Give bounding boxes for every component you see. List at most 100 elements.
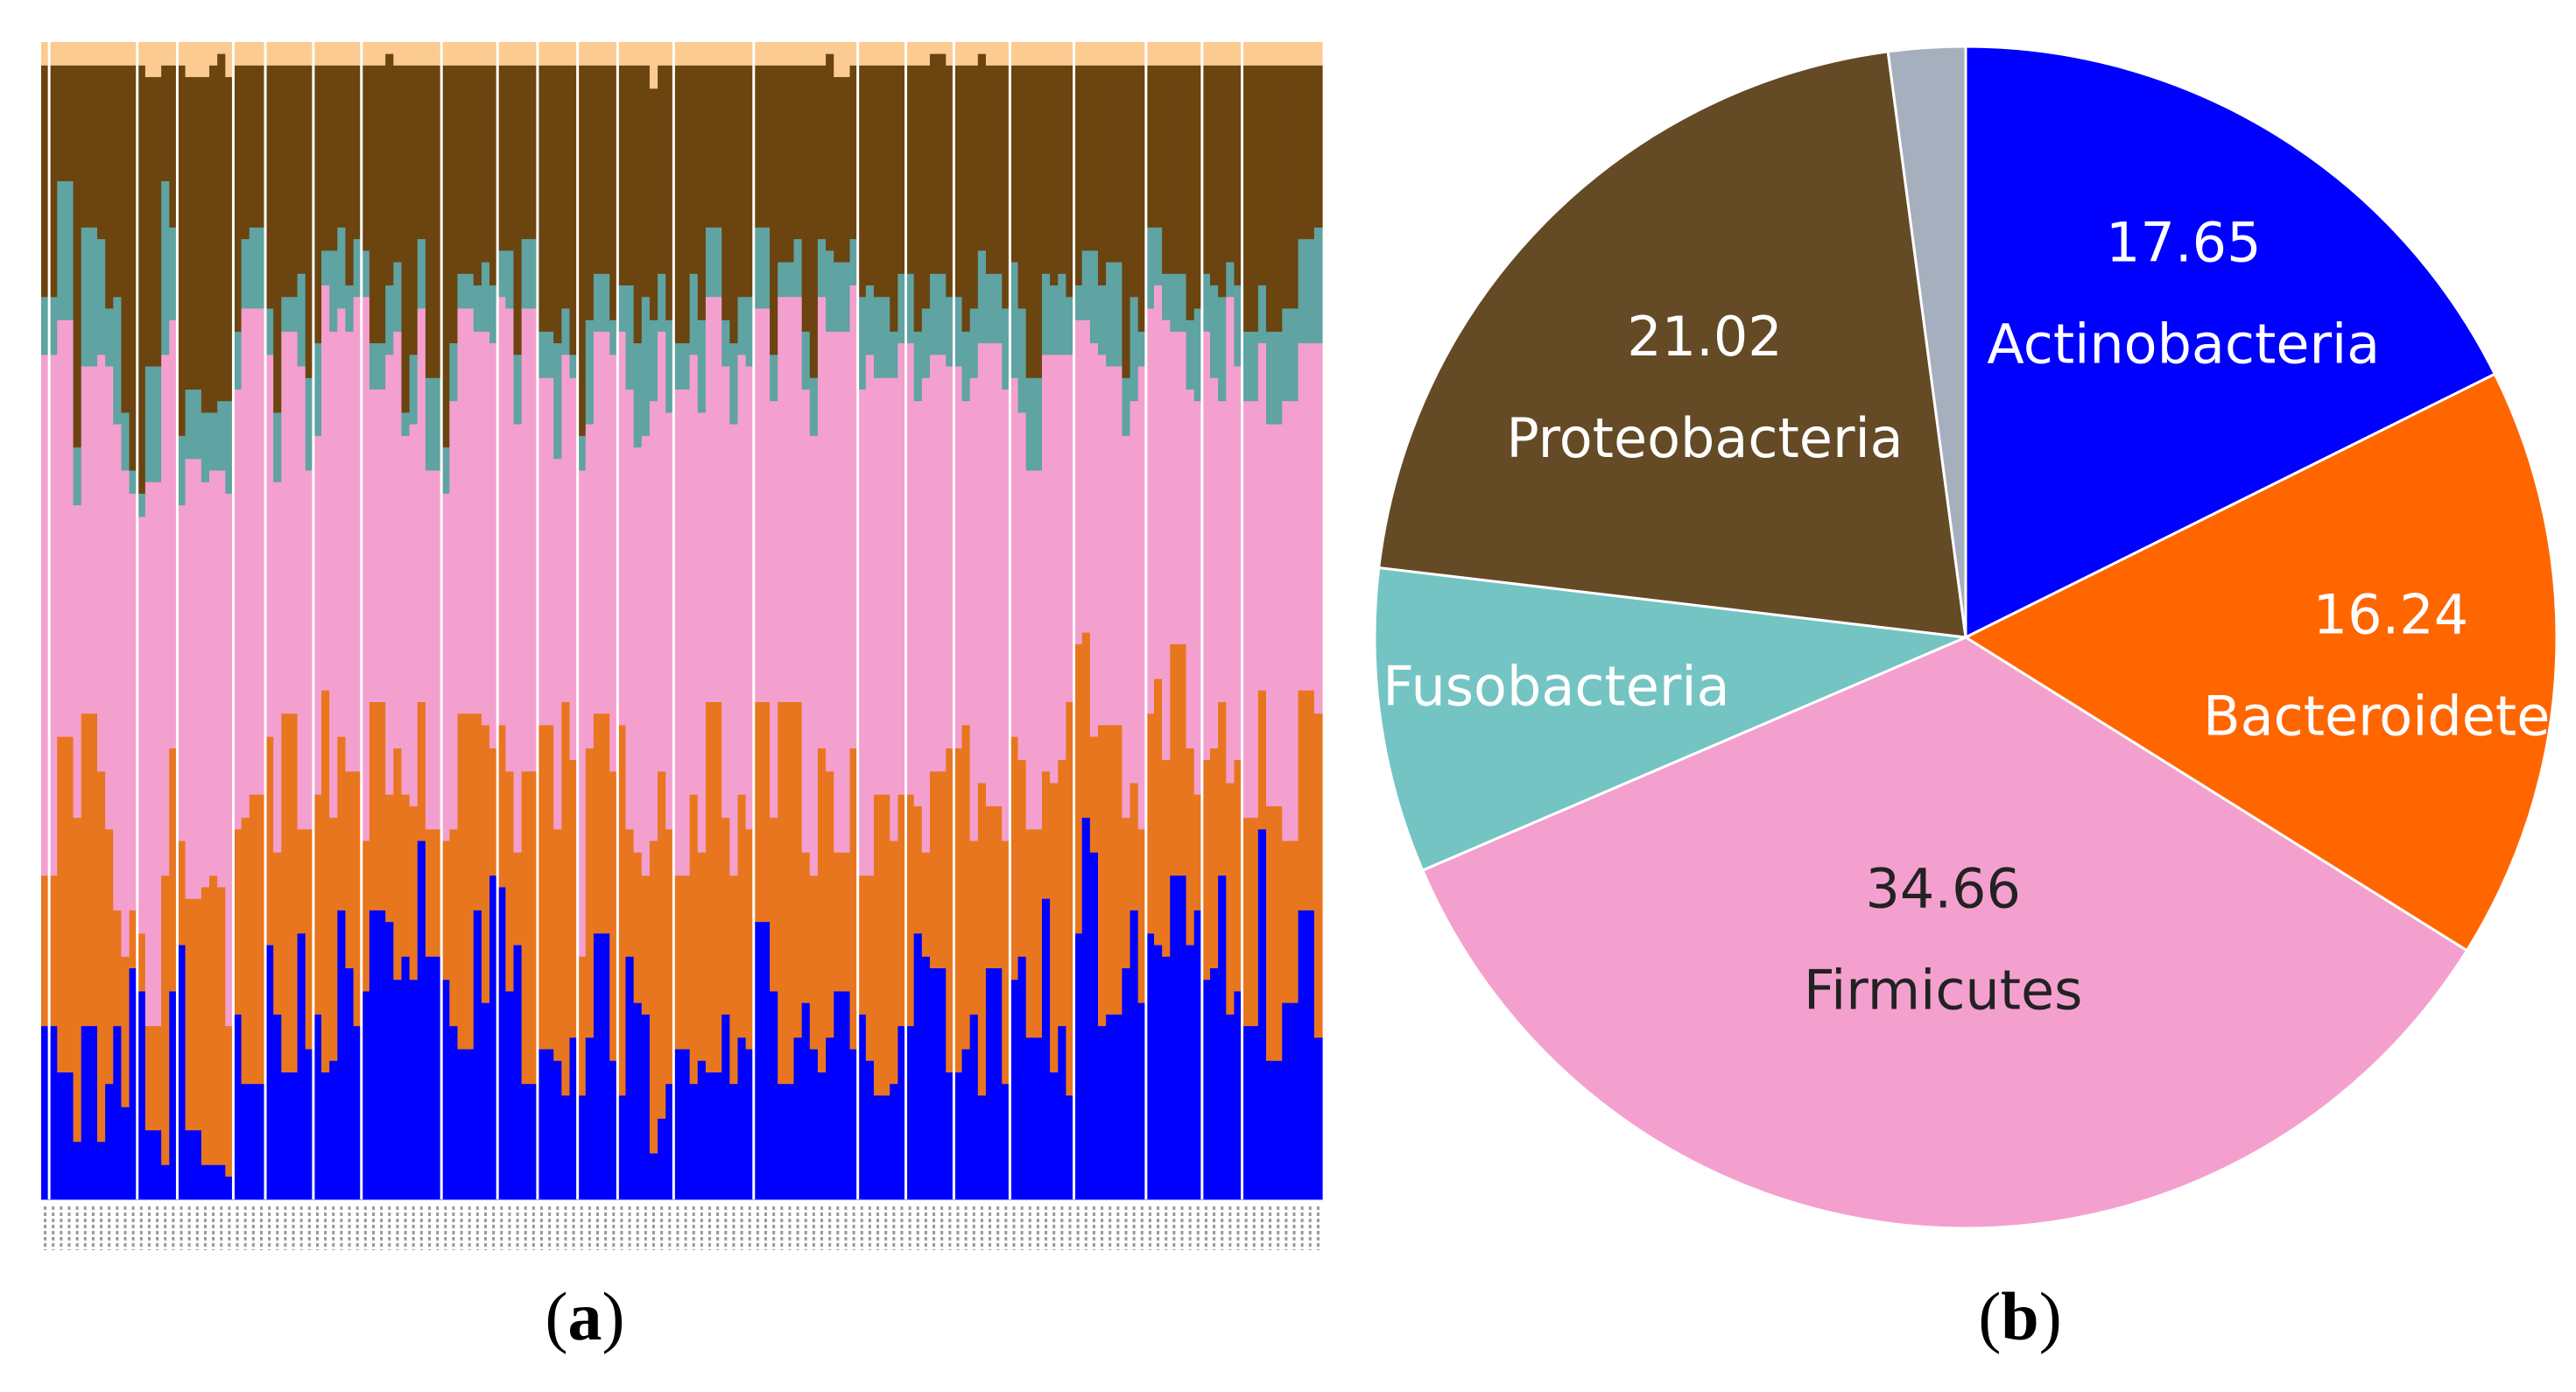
bar-segment-proteobacteria-17 [169, 65, 179, 228]
bar-segment-bacteroidetes-35 [313, 794, 322, 1015]
bar-segment-actinobacteria-89 [745, 1049, 755, 1200]
bar-segment-bacteroidetes-96 [801, 852, 811, 1003]
bar-segment-other-133 [1097, 42, 1107, 66]
bar-segment-firmicutes-147 [1209, 377, 1219, 749]
bar-segment-bacteroidetes-150 [1234, 759, 1243, 992]
bar-segment-proteobacteria-99 [826, 53, 834, 251]
bar-segment-firmicutes-112 [929, 354, 939, 772]
bar-segment-bacteroidetes-112 [929, 770, 939, 968]
bar-segment-other-9 [105, 42, 114, 66]
bar-segment-firmicutes-21 [201, 482, 210, 888]
bar-segment-proteobacteria-3 [57, 65, 67, 182]
bar-segment-actinobacteria-122 [1010, 979, 1019, 1200]
bar-segment-actinobacteria-118 [977, 1095, 987, 1200]
bar-segment-fusobacteria-106 [882, 296, 890, 378]
bar-segment-firmicutes-67 [569, 377, 579, 761]
bar-segment-actinobacteria-136 [1122, 967, 1131, 1200]
bar-segment-firmicutes-134 [1106, 366, 1115, 726]
bar-segment-firmicutes-89 [745, 366, 755, 830]
bar-segment-proteobacteria-8 [97, 65, 106, 240]
bar-segment-actinobacteria-71 [602, 932, 610, 1200]
bar-segment-bacteroidetes-158 [1298, 690, 1307, 910]
bar-segment-firmicutes-8 [97, 354, 106, 772]
bar-segment-actinobacteria-111 [921, 956, 931, 1200]
bar-segment-fusobacteria-36 [321, 250, 330, 286]
bar-segment-actinobacteria-121 [1002, 1083, 1010, 1200]
bar-segment-firmicutes-93 [778, 296, 786, 702]
bar-segment-bacteroidetes-47 [409, 805, 419, 981]
bar-segment-fusobacteria-77 [649, 320, 658, 402]
bar-segment-firmicutes-130 [1073, 320, 1083, 644]
bar-segment-other-100 [834, 42, 842, 78]
bar-segment-other-33 [297, 42, 306, 66]
bar-segment-proteobacteria-120 [994, 65, 1003, 274]
bar-segment-bacteroidetes-36 [321, 690, 330, 1072]
bar-segment-actinobacteria-101 [841, 991, 851, 1200]
panel-a-label: (a) [545, 1278, 625, 1354]
bar-segment-bacteroidetes-100 [834, 852, 842, 992]
bar-segment-firmicutes-125 [1033, 470, 1043, 830]
bar-segment-fusobacteria-113 [938, 273, 947, 355]
bar-segment-other-77 [649, 42, 658, 89]
bar-segment-firmicutes-140 [1153, 285, 1163, 679]
bar-segment-proteobacteria-63 [537, 65, 546, 332]
bar-segment-other-68 [577, 42, 587, 66]
bar-segment-bacteroidetes-6 [81, 713, 90, 1027]
bar-segment-proteobacteria-61 [521, 65, 531, 240]
bar-segment-other-80 [673, 42, 683, 66]
bar-segment-fusobacteria-120 [994, 273, 1003, 344]
bar-segment-fusobacteria-149 [1226, 262, 1235, 298]
bar-segment-firmicutes-143 [1178, 331, 1187, 644]
bar-segment-actinobacteria-55 [473, 910, 482, 1200]
bar-segment-proteobacteria-132 [1089, 65, 1099, 251]
bar-segment-actinobacteria-113 [938, 967, 947, 1200]
bar-segment-proteobacteria-47 [409, 65, 419, 355]
bar-segment-proteobacteria-150 [1234, 65, 1243, 286]
bar-segment-actinobacteria-141 [1162, 956, 1171, 1200]
bar-segment-proteobacteria-128 [1058, 65, 1066, 274]
bar-segment-fusobacteria-46 [401, 412, 411, 436]
bar-segment-proteobacteria-13 [137, 65, 146, 494]
bar-segment-bacteroidetes-54 [465, 713, 475, 1050]
bar-segment-actinobacteria-131 [1081, 817, 1091, 1200]
bar-segment-other-60 [513, 42, 523, 66]
bar-segment-actinobacteria-13 [137, 991, 146, 1200]
pie-label-firmicutes: 34.66 Firmicutes [1804, 857, 2083, 1023]
bar-segment-bacteroidetes-125 [1033, 828, 1043, 1038]
bar-segment-fusobacteria-71 [602, 273, 610, 332]
bar-segment-fusobacteria-141 [1162, 273, 1171, 320]
bar-segment-bacteroidetes-121 [1002, 840, 1010, 1085]
bar-segment-fusobacteria-95 [793, 238, 803, 298]
bar-segment-proteobacteria-70 [593, 65, 602, 274]
bar-segment-fusobacteria-98 [817, 238, 827, 298]
bar-segment-other-53 [457, 42, 467, 66]
bar-segment-firmicutes-148 [1218, 400, 1227, 702]
bar-segment-other-17 [169, 42, 179, 66]
bar-segment-bacteroidetes-40 [353, 770, 362, 1027]
bar-segment-fusobacteria-38 [337, 227, 347, 309]
bar-segment-firmicutes-151 [1242, 400, 1251, 819]
bar-segment-other-98 [817, 42, 827, 66]
bar-segment-actinobacteria-54 [465, 1049, 475, 1200]
bar-segment-bacteroidetes-25 [233, 828, 243, 1015]
bar-segment-firmicutes-61 [521, 308, 531, 772]
bar-segment-bacteroidetes-117 [969, 840, 979, 1015]
bar-segment-other-54 [465, 42, 475, 66]
bar-segment-proteobacteria-127 [1050, 65, 1059, 286]
bar-segment-actinobacteria-135 [1114, 1014, 1123, 1200]
bar-segment-proteobacteria-60 [513, 65, 523, 355]
bar-segment-firmicutes-48 [417, 308, 426, 702]
bar-segment-bacteroidetes-94 [785, 701, 795, 1085]
bar-segment-proteobacteria-19 [185, 76, 194, 390]
bar-segment-bacteroidetes-38 [337, 736, 347, 910]
bar-segment-firmicutes-9 [105, 366, 114, 830]
bar-segment-fusobacteria-102 [849, 238, 859, 286]
bar-segment-other-113 [938, 42, 947, 54]
bar-segment-bacteroidetes-154 [1265, 805, 1275, 1061]
bar-segment-bacteroidetes-126 [1041, 770, 1051, 899]
bar-segment-actinobacteria-158 [1298, 910, 1307, 1200]
bar-segment-firmicutes-73 [617, 331, 627, 726]
bar-segment-actinobacteria-64 [545, 1049, 554, 1200]
pie-label-fusobacteria: Fusobacteria [1383, 655, 1729, 719]
bar-segment-fusobacteria-93 [778, 262, 786, 298]
